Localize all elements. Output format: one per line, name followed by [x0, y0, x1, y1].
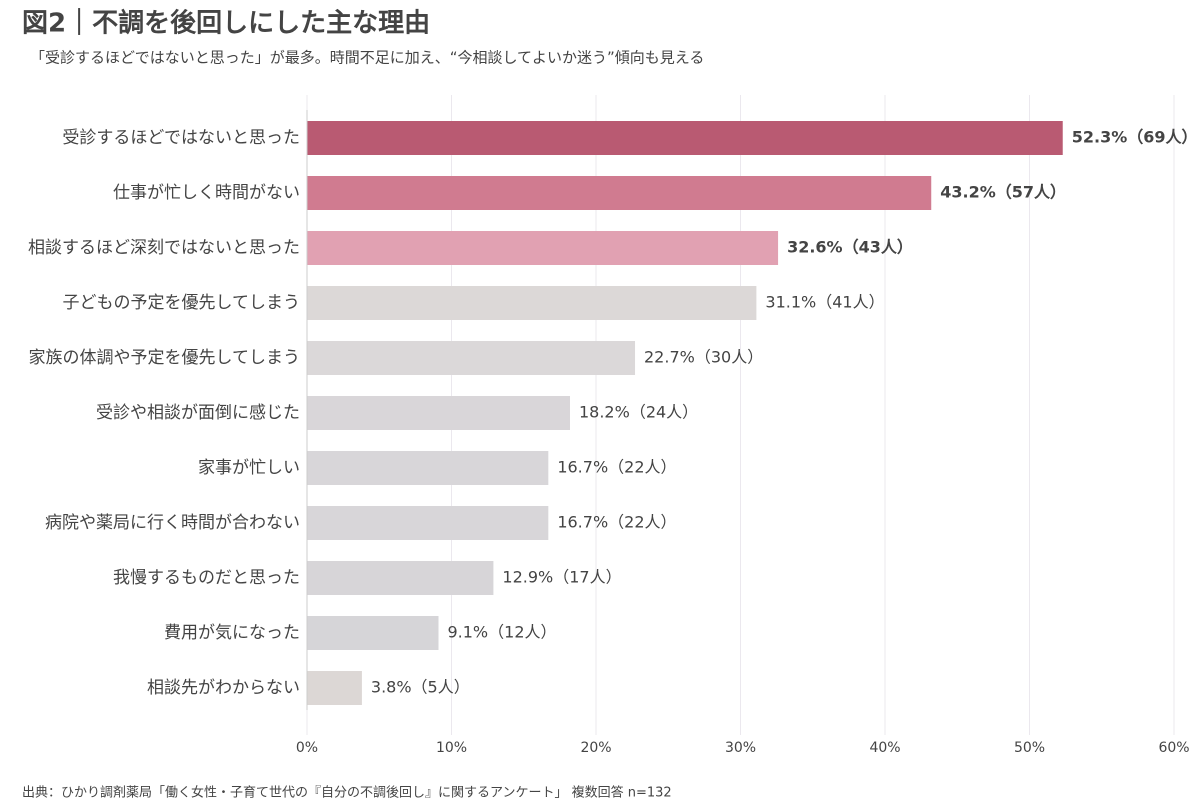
value-label: 18.2%（24人）: [579, 403, 698, 422]
x-tick-label: 50%: [1014, 740, 1045, 756]
bar: [307, 671, 362, 705]
value-label: 9.1%（12人）: [447, 623, 556, 642]
category-label: 子どもの予定を優先してしまう: [63, 293, 301, 313]
value-label: 52.3%（69人）: [1072, 128, 1198, 147]
x-tick-label: 20%: [580, 740, 611, 756]
x-tick-label: 30%: [725, 740, 756, 756]
category-label: 受診するほどではないと思った: [62, 128, 300, 148]
value-label: 32.6%（43人）: [787, 238, 913, 257]
chart-title: 図2｜不調を後回しにした主な理由: [22, 8, 430, 39]
x-tick-label: 40%: [869, 740, 900, 756]
bar: [307, 506, 549, 540]
value-label: 3.8%（5人）: [371, 678, 470, 697]
bar: [307, 561, 494, 595]
chart-subtitle: 「受診するほどではないと思った」が最多。時間不足に加え、“今相談してよいか迷う”…: [30, 49, 704, 67]
category-label: 家事が忙しい: [198, 458, 300, 478]
value-label: 22.7%（30人）: [644, 348, 763, 367]
value-label: 16.7%（22人）: [557, 513, 676, 532]
source-note: 出典：ひかり調剤薬局「働く女性・子育て世代の『自分の不調後回し』に関するアンケー…: [22, 785, 672, 801]
x-tick-label: 60%: [1158, 740, 1189, 756]
category-label: 費用が気になった: [164, 623, 300, 643]
value-label: 16.7%（22人）: [557, 458, 676, 477]
bar: [307, 616, 439, 650]
bar: [307, 176, 932, 210]
value-label: 12.9%（17人）: [502, 568, 621, 587]
bar: [307, 121, 1063, 155]
category-label: 受診や相談が面倒に感じた: [96, 403, 300, 423]
x-tick-label: 10%: [436, 740, 467, 756]
bar: [307, 231, 779, 265]
bar: [307, 341, 636, 375]
category-label: 我慢するものだと思った: [113, 567, 300, 588]
category-label: 仕事が忙しく時間がない: [113, 183, 300, 203]
value-label: 43.2%（57人）: [940, 183, 1066, 202]
bar: [307, 286, 757, 320]
bar: [307, 396, 570, 430]
x-tick-label: 0%: [296, 740, 318, 756]
bar: [307, 451, 549, 485]
category-label: 相談するほど深刻ではないと思った: [28, 238, 300, 258]
category-label: 病院や薬局に行く時間が合わない: [45, 513, 300, 533]
value-label: 31.1%（41人）: [765, 293, 884, 312]
category-label: 家族の体調や予定を優先してしまう: [29, 348, 301, 368]
category-label: 相談先がわからない: [147, 678, 300, 698]
